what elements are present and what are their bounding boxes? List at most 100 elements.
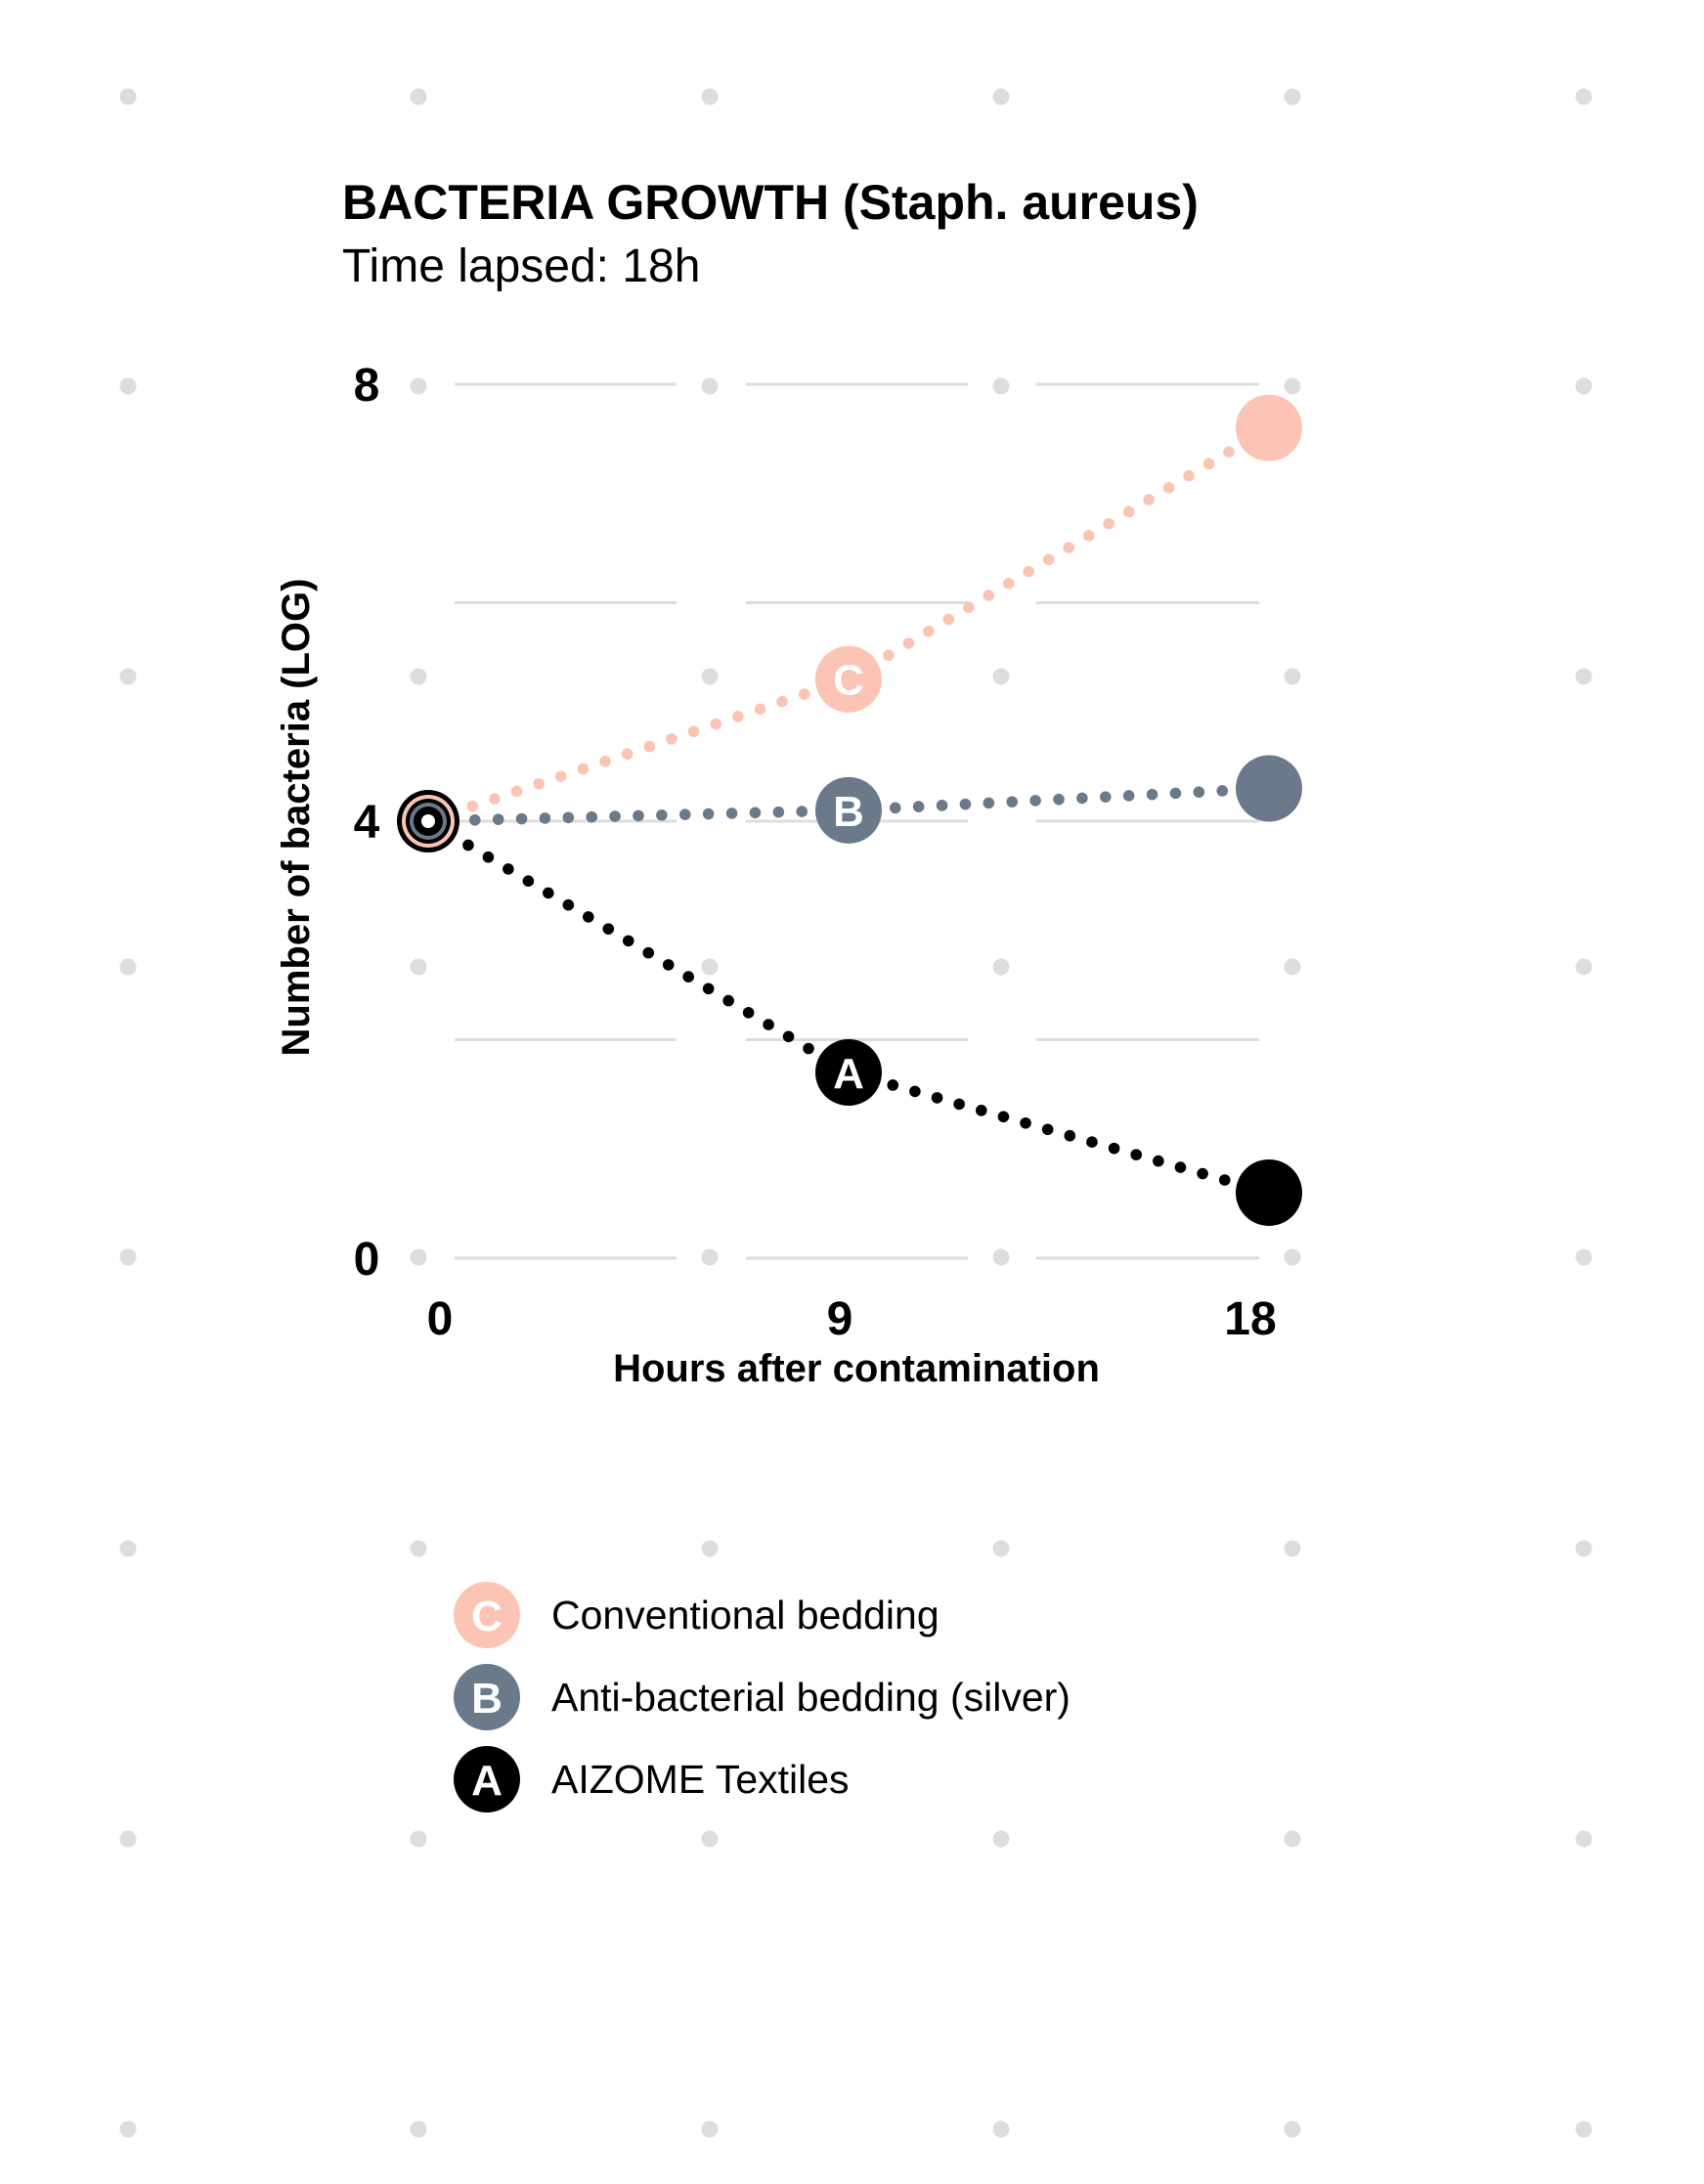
background-dot bbox=[992, 958, 1010, 976]
background-dot bbox=[119, 958, 137, 976]
x-axis-label: Hours after contamination bbox=[613, 1347, 1100, 1390]
series-line-dot bbox=[462, 839, 474, 852]
y-axis-ticks: 0 4 8 bbox=[354, 360, 380, 1286]
background-dot bbox=[992, 2120, 1010, 2138]
series-line-dot bbox=[1042, 553, 1055, 566]
background-dot bbox=[1284, 1248, 1301, 1266]
series-line-dot bbox=[1108, 1142, 1120, 1155]
series-line-dot bbox=[902, 637, 915, 649]
series-line-dot bbox=[1103, 517, 1114, 530]
series-line-dot bbox=[1122, 790, 1135, 802]
background-dot bbox=[410, 1248, 427, 1266]
background-dot bbox=[119, 1540, 137, 1557]
series-line-dot bbox=[942, 613, 955, 626]
background-dot bbox=[410, 377, 427, 395]
series-line-dot bbox=[533, 777, 545, 790]
background-dot bbox=[119, 2120, 137, 2138]
series-line-dot bbox=[889, 802, 901, 814]
background-dot bbox=[992, 88, 1010, 106]
series-line-dot bbox=[702, 808, 715, 820]
series-line-dot bbox=[1029, 795, 1041, 807]
start-center bbox=[421, 814, 435, 828]
series-line-dot bbox=[975, 1105, 987, 1116]
x-tick-label: 18 bbox=[1224, 1293, 1276, 1345]
series-line-dot bbox=[1086, 1136, 1098, 1148]
series-line-dot bbox=[656, 808, 668, 821]
series-line-dot bbox=[1006, 796, 1019, 808]
series-line-dot bbox=[782, 1030, 795, 1043]
series-b-point-18h bbox=[1236, 755, 1302, 822]
series-line-dot bbox=[1193, 786, 1205, 798]
series-line-dot bbox=[754, 703, 766, 716]
series-line-dot bbox=[482, 851, 495, 863]
series-line-dot bbox=[702, 983, 715, 995]
series-line-dot bbox=[803, 1042, 814, 1055]
series-line-dot bbox=[1169, 787, 1182, 800]
background-dot bbox=[1284, 958, 1301, 976]
x-axis-ticks: 0 9 18 bbox=[427, 1293, 1277, 1345]
series-a: A bbox=[442, 827, 1302, 1226]
series-line-dot bbox=[1023, 565, 1035, 578]
y-tick-label: 4 bbox=[354, 797, 380, 849]
series-line-dot bbox=[583, 911, 594, 923]
background-dot bbox=[1575, 88, 1593, 106]
background-dot bbox=[1284, 1830, 1301, 1848]
series-line-dot bbox=[577, 763, 590, 775]
background-dot bbox=[119, 668, 137, 685]
series-line-dot bbox=[710, 718, 722, 730]
chart-title: BACTERIA GROWTH (Staph. aureus) bbox=[342, 175, 1199, 230]
series-line-dot bbox=[492, 813, 504, 825]
series-line-dot bbox=[798, 688, 810, 700]
series-line-dot bbox=[1197, 1167, 1208, 1180]
background-dot bbox=[410, 1830, 427, 1848]
series-c-point-9h bbox=[815, 645, 882, 713]
series-line-dot bbox=[539, 812, 551, 824]
series-marker-letter: A bbox=[833, 1050, 864, 1098]
series-line-dot bbox=[678, 808, 691, 820]
y-tick-label: 8 bbox=[354, 360, 380, 412]
series-layer: C B A bbox=[397, 394, 1302, 1226]
series-line-dot bbox=[1202, 458, 1215, 470]
series-line-dot bbox=[1020, 1116, 1031, 1129]
background-dot bbox=[992, 377, 1010, 395]
background-dot bbox=[1284, 668, 1301, 685]
background-dot bbox=[1575, 2120, 1593, 2138]
background-dot bbox=[1284, 88, 1301, 106]
background-dot bbox=[701, 2120, 719, 2138]
background-dot bbox=[701, 668, 719, 685]
series-line-dot bbox=[931, 1092, 943, 1104]
background-dot bbox=[992, 1540, 1010, 1557]
background-dot-grid bbox=[119, 88, 1593, 2138]
series-line-dot bbox=[923, 625, 935, 637]
legend-item-c: C Conventional bedding bbox=[454, 1582, 939, 1648]
series-b-point-9h bbox=[815, 776, 882, 844]
x-tick-label: 9 bbox=[827, 1293, 853, 1345]
series-line-dot bbox=[1003, 578, 1015, 590]
background-dot bbox=[1575, 1540, 1593, 1557]
background-dot bbox=[701, 1830, 719, 1848]
series-line-dot bbox=[1122, 505, 1135, 518]
series-line-dot bbox=[662, 959, 675, 971]
series-c-point-18h bbox=[1236, 394, 1302, 461]
series-marker-letter: C bbox=[833, 657, 864, 705]
series-a-point-18h bbox=[1236, 1158, 1302, 1226]
series-line-dot bbox=[1064, 1129, 1076, 1142]
background-dot bbox=[410, 958, 427, 976]
series-line-dot bbox=[883, 649, 895, 662]
chart-subtitle: Time lapsed: 18h bbox=[342, 240, 700, 292]
series-c: C bbox=[444, 394, 1302, 820]
background-dot bbox=[1575, 668, 1593, 685]
series-line-dot bbox=[599, 756, 611, 767]
background-dot bbox=[1575, 377, 1593, 395]
series-b: B bbox=[446, 755, 1302, 844]
background-dot bbox=[119, 1248, 137, 1266]
background-dot bbox=[992, 1830, 1010, 1848]
series-line-dot bbox=[983, 797, 995, 809]
series-line-dot bbox=[722, 994, 734, 1007]
background-dot bbox=[119, 88, 137, 106]
series-line-dot bbox=[633, 809, 644, 822]
gridlines bbox=[455, 382, 1259, 1260]
series-line-dot bbox=[912, 801, 925, 812]
start-point bbox=[397, 790, 459, 852]
